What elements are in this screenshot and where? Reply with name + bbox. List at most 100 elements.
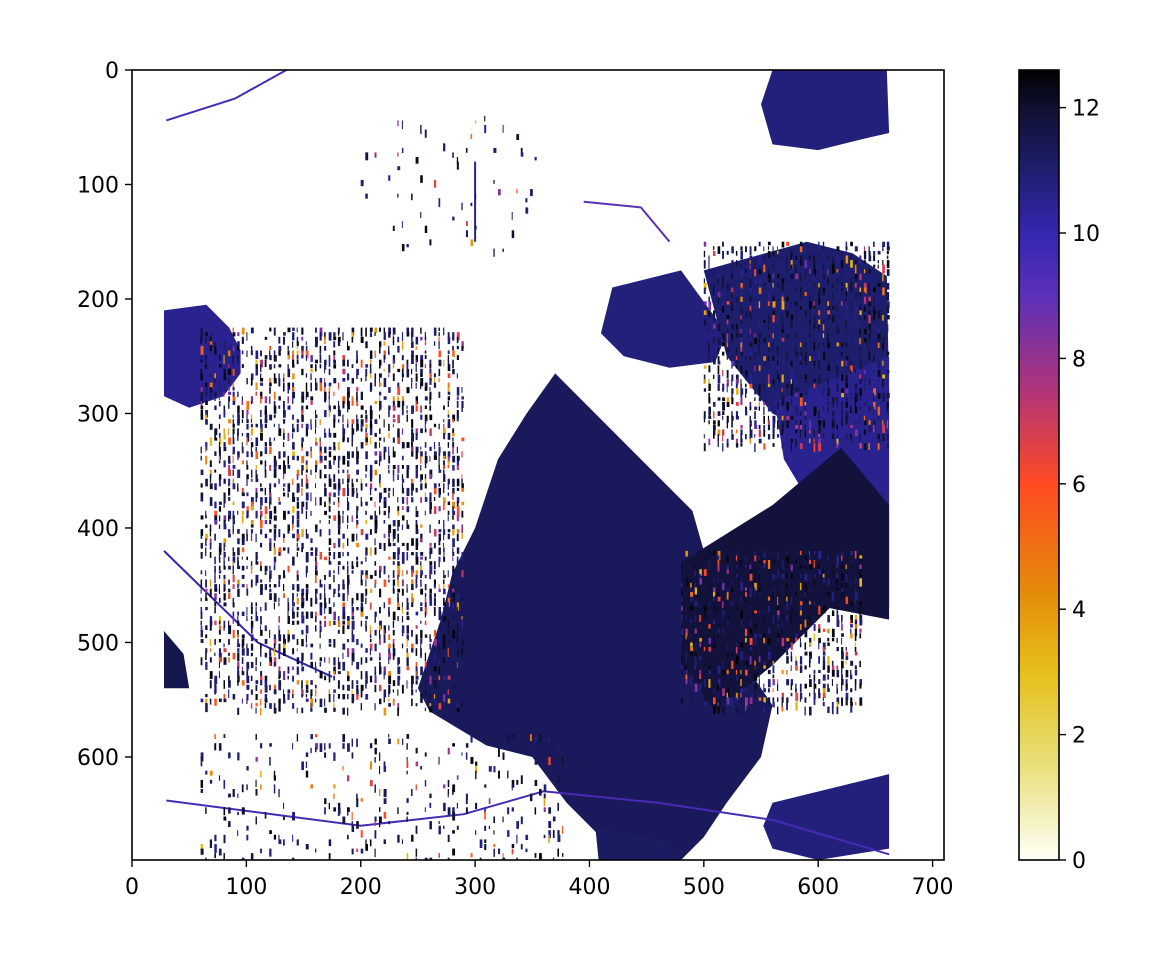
speckle-pixel bbox=[813, 624, 816, 631]
speckle-pixel bbox=[886, 370, 890, 374]
speckle-pixel bbox=[401, 684, 404, 694]
speckle-pixel bbox=[232, 510, 235, 519]
speckle-pixel bbox=[232, 364, 235, 368]
speckle-pixel bbox=[347, 811, 349, 816]
speckle-pixel bbox=[708, 560, 711, 564]
line-upper-track bbox=[583, 200, 671, 243]
speckle-pixel bbox=[836, 287, 838, 292]
speckle-pixel bbox=[772, 592, 774, 600]
speckle-pixel bbox=[799, 351, 803, 360]
speckle-pixel bbox=[218, 355, 221, 361]
speckle-pixel bbox=[786, 415, 790, 421]
speckle-pixel bbox=[699, 669, 702, 679]
speckle-pixel bbox=[822, 665, 825, 670]
speckle-pixel bbox=[868, 250, 871, 256]
speckle-pixel bbox=[223, 816, 227, 821]
speckle-pixel bbox=[429, 593, 432, 600]
speckle-pixel bbox=[241, 487, 244, 495]
speckle-pixel bbox=[868, 337, 870, 346]
speckle-pixel bbox=[273, 556, 277, 563]
speckle-pixel bbox=[749, 706, 753, 711]
speckle-pixel bbox=[859, 615, 863, 623]
speckle-pixel bbox=[365, 579, 367, 587]
speckle-pixel bbox=[223, 428, 225, 436]
speckle-pixel bbox=[250, 634, 254, 642]
speckle-pixel bbox=[754, 610, 757, 614]
speckle-pixel bbox=[740, 250, 743, 260]
speckle-pixel bbox=[433, 179, 437, 188]
speckle-pixel bbox=[859, 633, 862, 639]
speckle-pixel bbox=[827, 365, 830, 371]
speckle-pixel bbox=[859, 443, 862, 449]
speckle-pixel bbox=[333, 483, 337, 490]
speckle-pixel bbox=[447, 396, 450, 401]
speckle-pixel bbox=[841, 260, 844, 269]
speckle-pixel bbox=[200, 515, 204, 520]
speckle-pixel bbox=[356, 455, 359, 465]
speckle-pixel bbox=[218, 775, 221, 781]
speckle-pixel bbox=[214, 432, 216, 439]
speckle-pixel bbox=[520, 816, 523, 825]
speckle-pixel bbox=[443, 825, 445, 829]
speckle-pixel bbox=[374, 538, 376, 546]
speckle-pixel bbox=[205, 703, 208, 713]
speckle-pixel bbox=[269, 378, 271, 385]
speckle-pixel bbox=[328, 561, 332, 565]
speckle-pixel bbox=[873, 424, 875, 433]
speckle-pixel bbox=[205, 648, 208, 653]
speckle-pixel bbox=[772, 296, 775, 305]
speckle-pixel bbox=[886, 324, 889, 330]
speckle-pixel bbox=[722, 669, 725, 676]
speckle-pixel bbox=[315, 547, 318, 557]
speckle-pixel bbox=[745, 596, 747, 602]
speckle-pixel bbox=[799, 656, 803, 665]
speckle-pixel bbox=[690, 706, 692, 715]
speckle-pixel bbox=[562, 757, 564, 766]
speckle-pixel bbox=[731, 356, 734, 363]
speckle-pixel bbox=[333, 703, 335, 712]
speckle-pixel bbox=[397, 579, 400, 587]
speckle-pixel bbox=[310, 734, 313, 740]
speckle-pixel bbox=[777, 569, 780, 577]
speckle-pixel bbox=[397, 533, 399, 543]
speckle-pixel bbox=[228, 510, 232, 520]
speckle-pixel bbox=[278, 552, 281, 556]
speckle-pixel bbox=[237, 634, 239, 640]
speckle-pixel bbox=[292, 648, 295, 655]
speckle-pixel bbox=[703, 697, 707, 703]
speckle-pixel bbox=[841, 411, 843, 421]
speckle-pixel bbox=[232, 584, 235, 589]
speckle-pixel bbox=[223, 584, 226, 591]
speckle-pixel bbox=[260, 487, 264, 492]
speckle-pixel bbox=[347, 639, 349, 643]
speckle-pixel bbox=[397, 565, 401, 572]
speckle-pixel bbox=[713, 287, 715, 294]
speckle-pixel bbox=[882, 310, 884, 319]
speckle-pixel bbox=[854, 337, 857, 344]
speckle-pixel bbox=[392, 474, 395, 482]
speckle-pixel bbox=[392, 639, 395, 648]
speckle-pixel bbox=[397, 675, 401, 681]
speckle-pixel bbox=[854, 651, 858, 656]
speckle-pixel bbox=[786, 647, 788, 653]
speckle-pixel bbox=[822, 692, 826, 698]
speckle-pixel bbox=[456, 332, 460, 341]
speckle-pixel bbox=[287, 483, 291, 492]
speckle-pixel bbox=[264, 359, 267, 367]
speckle-pixel bbox=[228, 556, 230, 562]
speckle-pixel bbox=[777, 246, 778, 254]
speckle-pixel bbox=[740, 601, 743, 605]
speckle-pixel bbox=[328, 478, 332, 487]
speckle-pixel bbox=[424, 364, 427, 369]
speckle-pixel bbox=[333, 405, 336, 410]
speckle-pixel bbox=[333, 474, 336, 482]
speckle-pixel bbox=[205, 400, 208, 405]
speckle-pixel bbox=[424, 225, 428, 233]
speckle-pixel bbox=[379, 373, 382, 378]
speckle-pixel bbox=[818, 337, 821, 347]
speckle-pixel bbox=[328, 465, 332, 469]
speckle-pixel bbox=[859, 287, 861, 293]
speckle-pixel bbox=[255, 446, 257, 454]
speckle-pixel bbox=[822, 651, 826, 656]
speckle-pixel bbox=[424, 707, 426, 712]
